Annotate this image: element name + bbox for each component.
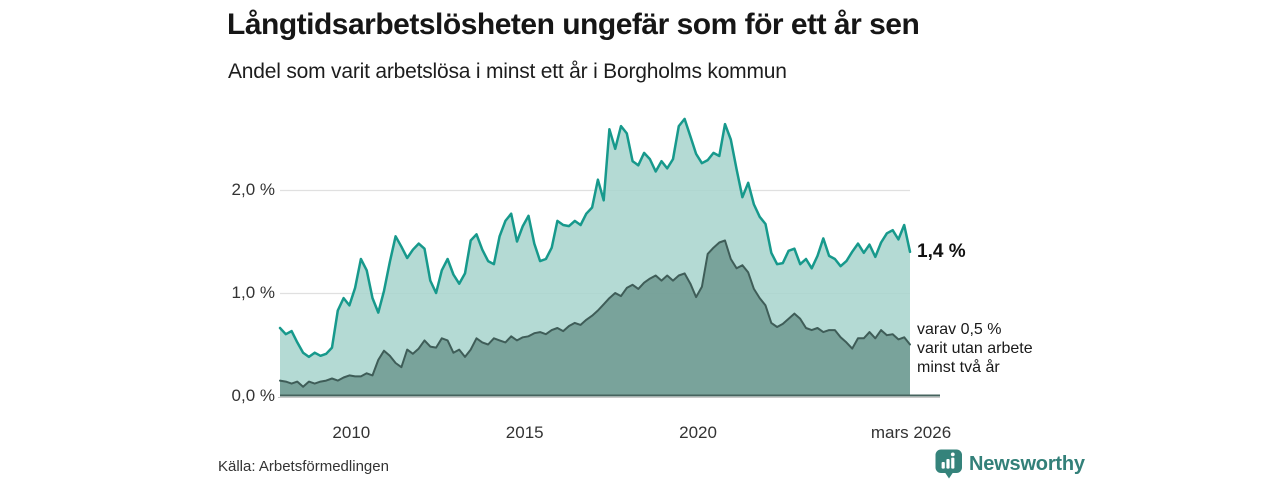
x-axis-label: 2020 [679, 423, 717, 442]
y-axis-label: 2,0 % [231, 180, 275, 199]
annotation-line: varav 0,5 % [917, 321, 1002, 338]
brand-name: Newsworthy [969, 452, 1085, 475]
one-year-series-line [278, 117, 912, 359]
source-note: Källa: Arbetsförmedlingen [218, 458, 389, 475]
chart-title: Långtidsarbetslösheten ungefär som för e… [227, 8, 920, 41]
annotation-line: minst två år [917, 359, 1000, 376]
annotation-line: varit utan arbete [917, 340, 1033, 357]
x-axis-label: 2010 [332, 423, 371, 442]
y-axis-label: 1,0 % [231, 283, 275, 302]
x-axis-label: mars 2026 [870, 423, 952, 442]
y-axis-label: 0,0 % [231, 386, 275, 405]
x-axis-label: 2015 [505, 423, 544, 442]
secondary-series-annotation: varav 0,5 % varit utan arbete minst två … [917, 320, 1033, 377]
last-value-annotation: 1,4 % [917, 241, 966, 262]
brand-logo: Newsworthy [935, 449, 1085, 479]
two-year-series-line [279, 239, 911, 388]
bar-chart-speech-bubble-icon [935, 449, 962, 479]
two-year-series-area [280, 240, 910, 396]
chart-subtitle: Andel som varit arbetslösa i minst ett å… [228, 60, 787, 83]
